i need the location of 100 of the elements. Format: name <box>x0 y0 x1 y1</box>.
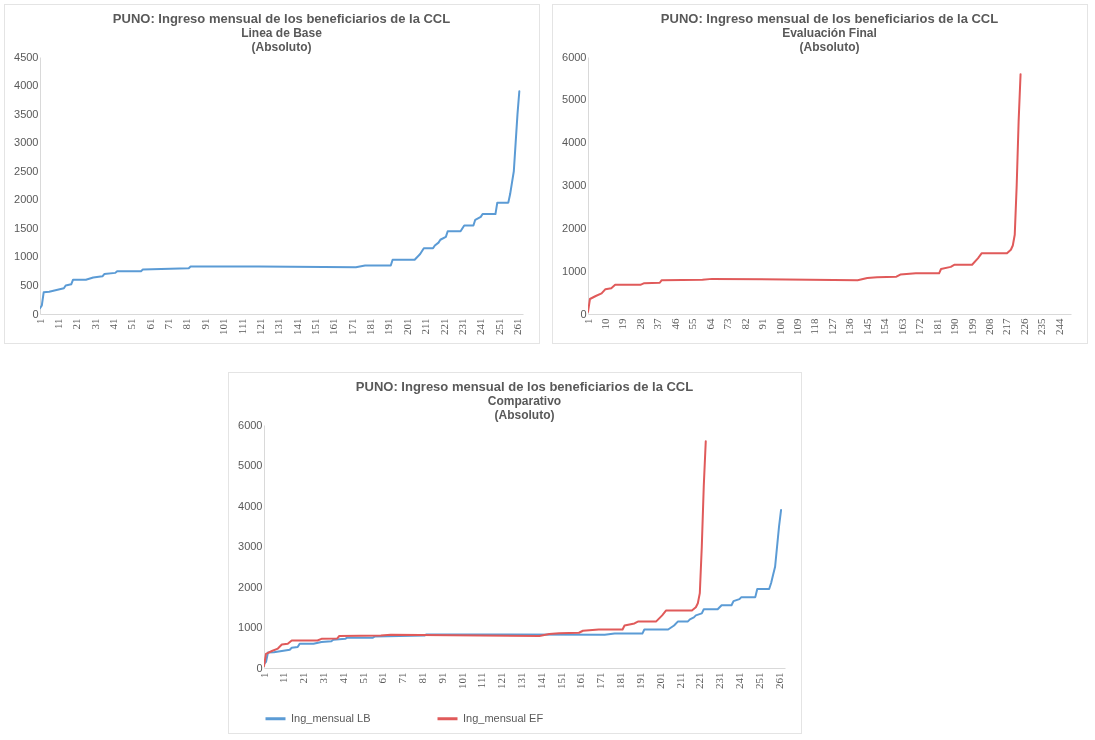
x-tick-label: 81 <box>415 672 428 684</box>
y-tick-label: 1000 <box>238 621 263 633</box>
x-tick-label: 241 <box>474 318 487 335</box>
y-tick-label: 2000 <box>14 193 39 206</box>
chart-title: PUNO: Ingreso mensual de los beneficiarios de la CCL <box>355 379 694 394</box>
x-tick-label: 181 <box>364 318 377 335</box>
x-tick-label: 217 <box>1000 318 1013 335</box>
x-tick-label: 19 <box>616 318 629 330</box>
x-tick-label: 226 <box>1017 318 1030 335</box>
x-tick-label: 191 <box>382 318 395 335</box>
chart-title: PUNO: Ingreso mensual de los beneficiarios de la CCL <box>112 11 451 26</box>
y-tick-label: 3500 <box>14 107 39 120</box>
x-tick-label: 111 <box>235 318 248 335</box>
x-tick-label: 81 <box>180 318 193 330</box>
x-tick-label: 211 <box>673 672 686 689</box>
x-tick-label: 109 <box>790 318 803 335</box>
x-tick-label: 61 <box>143 318 156 330</box>
x-tick-label: 121 <box>495 672 508 689</box>
x-tick-label: 231 <box>455 318 468 335</box>
x-tick-label: 41 <box>336 672 349 684</box>
x-tick-label: 41 <box>106 318 119 330</box>
y-tick-label: 500 <box>20 278 39 291</box>
x-tick-label: 154 <box>878 318 891 335</box>
x-tick-label: 191 <box>633 672 646 689</box>
y-tick-label: 1000 <box>14 250 39 263</box>
y-tick-label: 5000 <box>562 93 587 106</box>
x-tick-label: 10 <box>598 318 611 330</box>
x-tick-label: 11 <box>51 318 64 330</box>
x-tick-label: 91 <box>435 672 448 684</box>
y-tick-label: 2500 <box>14 164 39 177</box>
x-tick-label: 261 <box>510 318 523 335</box>
x-tick-label: 141 <box>290 318 303 335</box>
x-tick-label: 208 <box>983 318 996 335</box>
x-tick-label: 101 <box>455 672 468 689</box>
x-tick-label: 11 <box>277 672 290 684</box>
legend-label: Ing_mensual LB <box>291 711 371 724</box>
y-tick-label: 0 <box>32 307 39 320</box>
y-tick-label: 6000 <box>238 418 263 431</box>
x-tick-label: 21 <box>70 318 83 330</box>
y-tick-label: 4000 <box>14 79 39 92</box>
y-tick-label: 3000 <box>562 179 587 191</box>
legend-label: Ing_mensual EF <box>463 711 544 724</box>
x-tick-label: 61 <box>376 672 389 684</box>
x-tick-label: 73 <box>721 318 734 330</box>
y-tick-label: 0 <box>580 307 587 320</box>
x-tick-label: 171 <box>345 318 358 335</box>
x-tick-label: 37 <box>651 318 664 330</box>
x-tick-label: 251 <box>492 318 505 335</box>
x-tick-label: 46 <box>668 318 681 330</box>
x-tick-label: 172 <box>913 318 926 335</box>
x-tick-label: 127 <box>825 318 838 335</box>
line-series <box>264 509 783 665</box>
y-tick-label: 1000 <box>562 264 587 277</box>
chart-subtitle: Linea de Base (Absoluto) <box>241 26 323 54</box>
x-tick-label: 82 <box>738 318 751 330</box>
x-tick-label: 161 <box>574 672 587 689</box>
x-tick-label: 55 <box>686 318 699 330</box>
x-tick-label: 241 <box>732 672 745 689</box>
x-tick-label: 1 <box>33 318 46 324</box>
x-tick-label: 121 <box>253 318 266 335</box>
chart-subtitle: Evaluación Final (Absoluto) <box>782 26 877 54</box>
x-tick-label: 31 <box>316 672 329 684</box>
y-tick-label: 3000 <box>14 136 39 149</box>
x-tick-label: 71 <box>396 672 409 684</box>
y-tick-label: 5000 <box>238 459 263 471</box>
line-series <box>264 440 707 667</box>
x-tick-label: 1 <box>257 672 270 678</box>
x-tick-label: 190 <box>948 318 961 335</box>
x-tick-label: 51 <box>125 318 138 330</box>
x-tick-label: 251 <box>752 672 765 689</box>
y-tick-label: 0 <box>256 661 263 674</box>
x-tick-label: 221 <box>693 672 706 689</box>
x-tick-label: 163 <box>895 318 908 335</box>
x-tick-label: 261 <box>772 672 785 689</box>
x-tick-label: 211 <box>419 318 432 335</box>
x-tick-label: 118 <box>808 318 821 335</box>
y-tick-label: 4500 <box>14 50 39 63</box>
x-tick-label: 199 <box>965 318 978 335</box>
x-tick-label: 201 <box>653 672 666 689</box>
x-tick-label: 151 <box>308 318 321 335</box>
x-tick-label: 64 <box>703 318 716 330</box>
x-tick-label: 21 <box>297 672 310 684</box>
x-tick-label: 171 <box>594 672 607 689</box>
x-tick-label: 28 <box>633 318 646 330</box>
x-tick-label: 141 <box>534 672 547 689</box>
x-tick-label: 145 <box>860 318 873 335</box>
line-series <box>40 90 521 310</box>
x-tick-label: 151 <box>554 672 567 689</box>
x-tick-label: 181 <box>930 318 943 335</box>
y-tick-label: 4000 <box>562 136 587 149</box>
x-tick-label: 231 <box>713 672 726 689</box>
y-tick-label: 1500 <box>14 221 39 234</box>
x-tick-label: 221 <box>437 318 450 335</box>
x-tick-label: 131 <box>515 672 528 689</box>
x-tick-label: 100 <box>773 318 786 335</box>
x-tick-label: 51 <box>356 672 369 684</box>
x-tick-label: 136 <box>843 318 856 335</box>
y-tick-label: 3000 <box>238 540 263 552</box>
x-tick-label: 201 <box>400 318 413 335</box>
y-tick-label: 4000 <box>238 499 263 512</box>
